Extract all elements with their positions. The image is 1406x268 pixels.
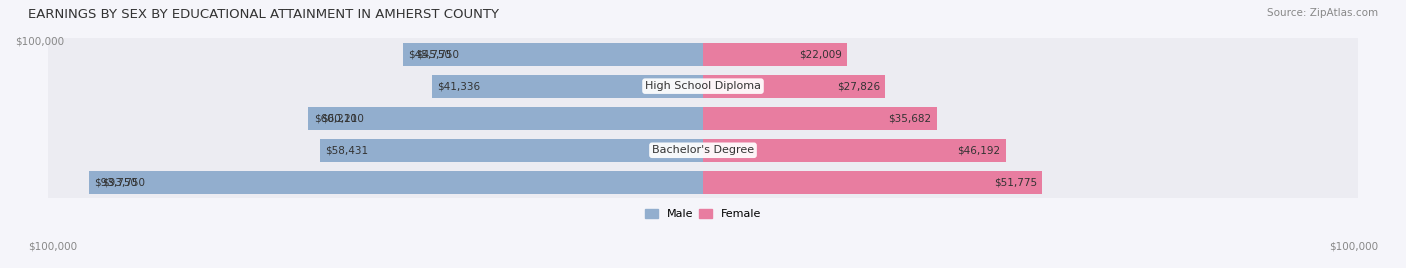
Bar: [321, 139, 703, 162]
Text: $60,210: $60,210: [322, 113, 364, 123]
Text: $60,210: $60,210: [314, 113, 357, 123]
Text: $45,750: $45,750: [416, 49, 460, 59]
Bar: [703, 43, 848, 66]
Text: High School Diploma: High School Diploma: [645, 81, 761, 91]
Text: $22,009: $22,009: [799, 49, 842, 59]
Text: $100,000: $100,000: [1329, 242, 1378, 252]
Bar: [703, 139, 1005, 162]
Text: $100,000: $100,000: [15, 36, 65, 46]
Text: $35,682: $35,682: [889, 113, 932, 123]
Text: $58,431: $58,431: [325, 145, 368, 155]
Text: $41,336: $41,336: [437, 81, 481, 91]
Bar: [432, 75, 703, 98]
Text: $93,750: $93,750: [101, 177, 145, 187]
Bar: [48, 134, 1358, 166]
Bar: [48, 102, 1358, 134]
Text: $93,750: $93,750: [94, 177, 136, 187]
Bar: [703, 171, 1042, 194]
Text: $45,750: $45,750: [409, 49, 451, 59]
Bar: [48, 166, 1358, 198]
Bar: [703, 75, 886, 98]
Text: $100,000: $100,000: [28, 242, 77, 252]
Bar: [703, 107, 936, 130]
Text: EARNINGS BY SEX BY EDUCATIONAL ATTAINMENT IN AMHERST COUNTY: EARNINGS BY SEX BY EDUCATIONAL ATTAINMEN…: [28, 8, 499, 21]
Bar: [48, 38, 1358, 70]
Bar: [89, 171, 703, 194]
Bar: [404, 43, 703, 66]
Bar: [308, 107, 703, 130]
Text: $51,775: $51,775: [994, 177, 1038, 187]
Text: Bachelor's Degree: Bachelor's Degree: [652, 145, 754, 155]
Text: Source: ZipAtlas.com: Source: ZipAtlas.com: [1267, 8, 1378, 18]
Legend: Male, Female: Male, Female: [640, 205, 766, 224]
Bar: [48, 70, 1358, 102]
Text: $46,192: $46,192: [957, 145, 1001, 155]
Text: $27,826: $27,826: [837, 81, 880, 91]
